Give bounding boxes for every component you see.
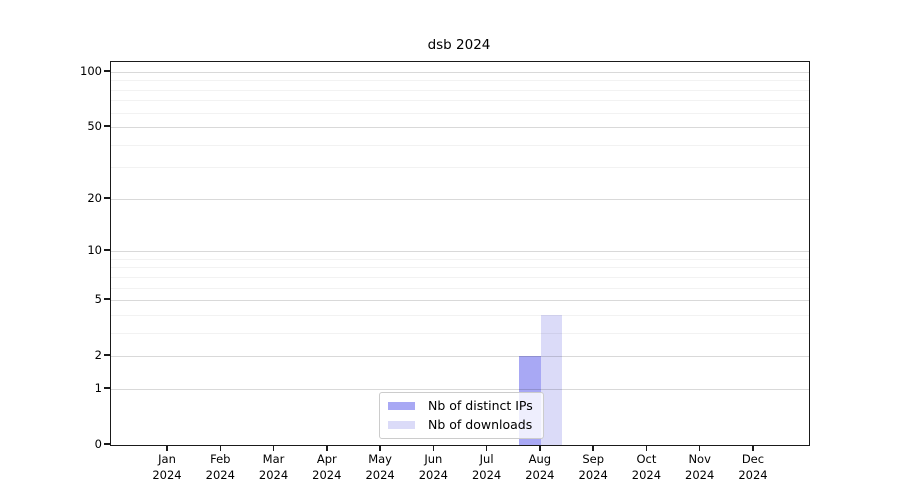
x-tick-label: Dec 2024 <box>738 452 768 482</box>
y-tick-label: 2 <box>94 348 102 363</box>
x-tick <box>645 445 648 451</box>
gridline-minor <box>111 332 809 334</box>
gridline-minor <box>111 287 809 289</box>
gridline-minor <box>111 314 809 316</box>
y-tick <box>104 125 110 127</box>
x-tick <box>485 445 488 451</box>
x-tick <box>166 445 168 451</box>
y-tick-label: 20 <box>87 190 102 205</box>
gridline-minor <box>111 258 809 260</box>
x-tick-label: Nov 2024 <box>685 452 715 482</box>
grid-layer <box>111 62 809 445</box>
x-tick <box>326 445 328 451</box>
y-tick <box>104 249 110 251</box>
legend-item-distinct-ips: Nb of distinct IPs <box>388 398 535 414</box>
gridline-minor <box>111 100 809 102</box>
gridline-major <box>111 388 809 390</box>
y-tick <box>104 443 110 445</box>
y-tick <box>104 387 110 389</box>
x-tick-label: Apr 2024 <box>312 452 342 482</box>
x-tick-label: Aug 2024 <box>525 452 555 482</box>
y-tick-label: 100 <box>80 63 102 78</box>
x-tick-label: May 2024 <box>365 452 395 482</box>
legend-label-distinct-ips: Nb of distinct IPs <box>428 398 533 413</box>
gridline-minor <box>111 167 809 169</box>
legend-swatch-distinct-ips <box>388 402 415 410</box>
bar-downloads <box>540 314 563 445</box>
gridline-minor <box>111 80 809 82</box>
x-tick-label: Jul 2024 <box>471 452 502 482</box>
gridline-minor <box>111 267 809 269</box>
y-tick-label: 1 <box>94 380 102 395</box>
y-tick-label: 5 <box>94 292 102 307</box>
gridline-major <box>111 71 809 73</box>
x-tick <box>272 445 275 451</box>
gridline-major <box>111 300 809 302</box>
x-tick-label: Sep 2024 <box>578 452 608 482</box>
y-tick <box>104 197 110 199</box>
legend-swatch-downloads <box>388 421 415 429</box>
gridline-minor <box>111 89 809 91</box>
x-tick <box>379 445 381 451</box>
chart-title: dsb 2024 <box>427 37 491 53</box>
x-tick-label: Jan 2024 <box>152 452 182 482</box>
gridline-major <box>111 198 809 200</box>
gridline-minor <box>111 112 809 114</box>
x-tick <box>432 445 435 451</box>
x-tick <box>539 445 541 451</box>
gridline-minor <box>111 276 809 278</box>
x-tick-label: Jun 2024 <box>418 452 448 482</box>
legend: Nb of distinct IPs Nb of downloads <box>379 392 544 439</box>
x-tick-label: Oct 2024 <box>631 452 662 482</box>
legend-item-downloads: Nb of downloads <box>388 417 535 433</box>
x-tick <box>752 445 754 451</box>
gridline-minor <box>111 144 809 146</box>
x-tick <box>698 445 701 451</box>
y-tick-label: 10 <box>87 243 102 258</box>
y-tick-label: 0 <box>94 437 102 451</box>
y-tick <box>104 298 110 300</box>
gridline-major <box>111 356 809 358</box>
y-tick <box>104 354 110 356</box>
x-tick <box>592 445 594 451</box>
x-tick-label: Mar 2024 <box>258 452 289 482</box>
legend-label-downloads: Nb of downloads <box>428 417 533 432</box>
y-tick-label: 50 <box>87 119 102 134</box>
y-tick <box>104 70 110 72</box>
x-tick <box>219 445 222 451</box>
plot-area <box>110 61 810 446</box>
x-tick-label: Feb 2024 <box>205 452 235 482</box>
gridline-major <box>111 251 809 253</box>
gridline-major <box>111 127 809 129</box>
